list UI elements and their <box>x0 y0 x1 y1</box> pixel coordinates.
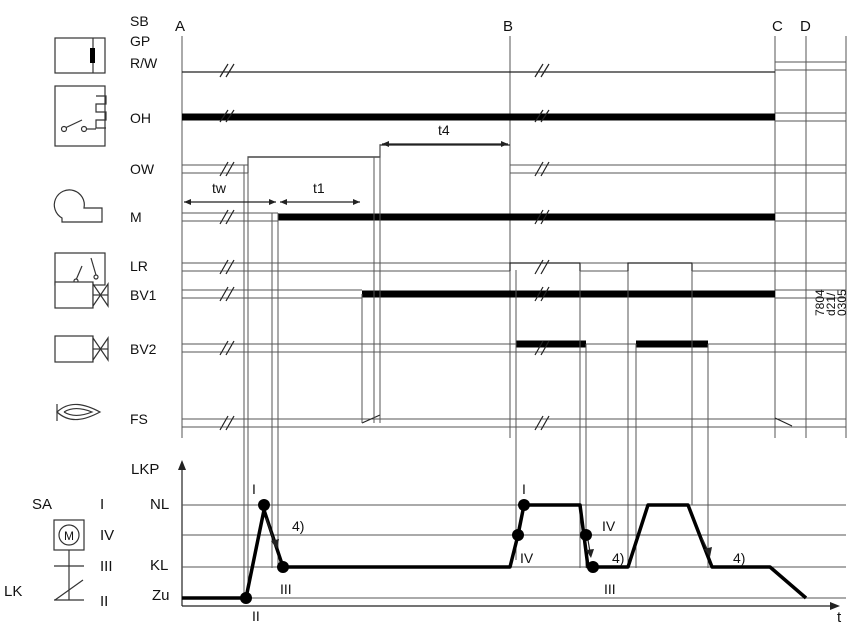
actuator-legend: SA I IV III II LK <box>4 496 114 610</box>
lkp-graph: LKP t NL KL Zu I II <box>131 460 846 626</box>
trace-lr <box>182 262 846 272</box>
thermostat-switch-icon <box>54 85 107 147</box>
time-axis-label: t <box>837 609 842 626</box>
trace-bv1 <box>182 289 846 299</box>
position-markers <box>240 499 599 604</box>
column-d-label: D <box>800 18 811 35</box>
position-iv-label-1: IV <box>520 550 534 566</box>
icons: M <box>53 37 109 601</box>
legend-iii-label: III <box>100 558 113 575</box>
legend-i-label: I <box>100 496 104 513</box>
level-kl-label: KL <box>150 557 168 574</box>
document-code: 7804 d21/ 0305 <box>813 289 849 316</box>
column-a-label: A <box>175 18 185 35</box>
valve-bv2-icon <box>54 335 109 363</box>
note-4-label-1: 4) <box>292 518 304 534</box>
trace-fs <box>182 414 846 428</box>
direction-arrows <box>265 517 712 558</box>
legend-iv-label: IV <box>100 527 114 544</box>
doc-code-line3: 0305 <box>835 289 849 316</box>
signal-rw-label: R/W <box>130 55 158 71</box>
valve-bv1-icon <box>54 281 109 309</box>
interval-t1-label: t1 <box>313 180 325 196</box>
position-iii-label-1: III <box>280 581 292 597</box>
trace-ow <box>182 144 846 174</box>
safety-interlock-icon <box>54 37 106 74</box>
interval-tw: tw <box>184 180 276 205</box>
signal-fs-label: FS <box>130 411 148 427</box>
position-ii-label: II <box>252 608 260 624</box>
lkp-axis-label: LKP <box>131 461 159 478</box>
interval-t4: t4 <box>382 122 508 147</box>
trace-rw <box>182 61 846 73</box>
position-i-label-1: I <box>252 481 256 497</box>
traces: tw t1 t4 <box>182 61 846 598</box>
signal-gp-label: GP <box>130 33 150 49</box>
position-i-label-2: I <box>522 481 526 497</box>
legend-lk-label: LK <box>4 583 22 600</box>
legend-ii-label: II <box>100 593 108 610</box>
actuator-position-trace <box>182 503 808 600</box>
column-lines <box>181 36 847 438</box>
actuator-legend-icon: M <box>53 519 85 601</box>
position-iv-label-2: IV <box>602 518 616 534</box>
signal-oh-label: OH <box>130 110 151 126</box>
signal-m-label: M <box>130 209 142 225</box>
column-c-label: C <box>772 18 783 35</box>
trace-oh <box>182 112 846 122</box>
interval-tw-label: tw <box>212 180 227 196</box>
transition-lines <box>243 145 709 598</box>
position-iii-label-2: III <box>604 581 616 597</box>
note-4-label-2: 4) <box>612 550 624 566</box>
break-marks <box>219 63 550 431</box>
level-zu-label: Zu <box>152 587 170 604</box>
signal-ow-label: OW <box>130 161 155 177</box>
air-pressure-switch-icon <box>54 252 106 286</box>
legend-sa-label: SA <box>32 496 52 513</box>
trace-bv2 <box>182 340 846 353</box>
doc-code-line2: d21/ <box>824 292 838 316</box>
interval-t4-label: t4 <box>438 122 450 138</box>
level-nl-label: NL <box>150 496 169 513</box>
interval-t1: t1 <box>280 180 360 205</box>
note-4-label-3: 4) <box>733 550 745 566</box>
fan-motor-icon <box>53 189 103 223</box>
signal-bv1-label: BV1 <box>130 287 157 303</box>
signal-bv2-label: BV2 <box>130 341 157 357</box>
trace-m <box>182 212 846 222</box>
signal-lr-label: LR <box>130 258 148 274</box>
legend-motor-label: M <box>64 529 74 543</box>
signal-sb-label: SB <box>130 13 149 29</box>
column-b-label: B <box>503 18 513 35</box>
doc-code-line1: 7804 <box>813 289 827 316</box>
flame-sensor-icon <box>56 403 102 421</box>
